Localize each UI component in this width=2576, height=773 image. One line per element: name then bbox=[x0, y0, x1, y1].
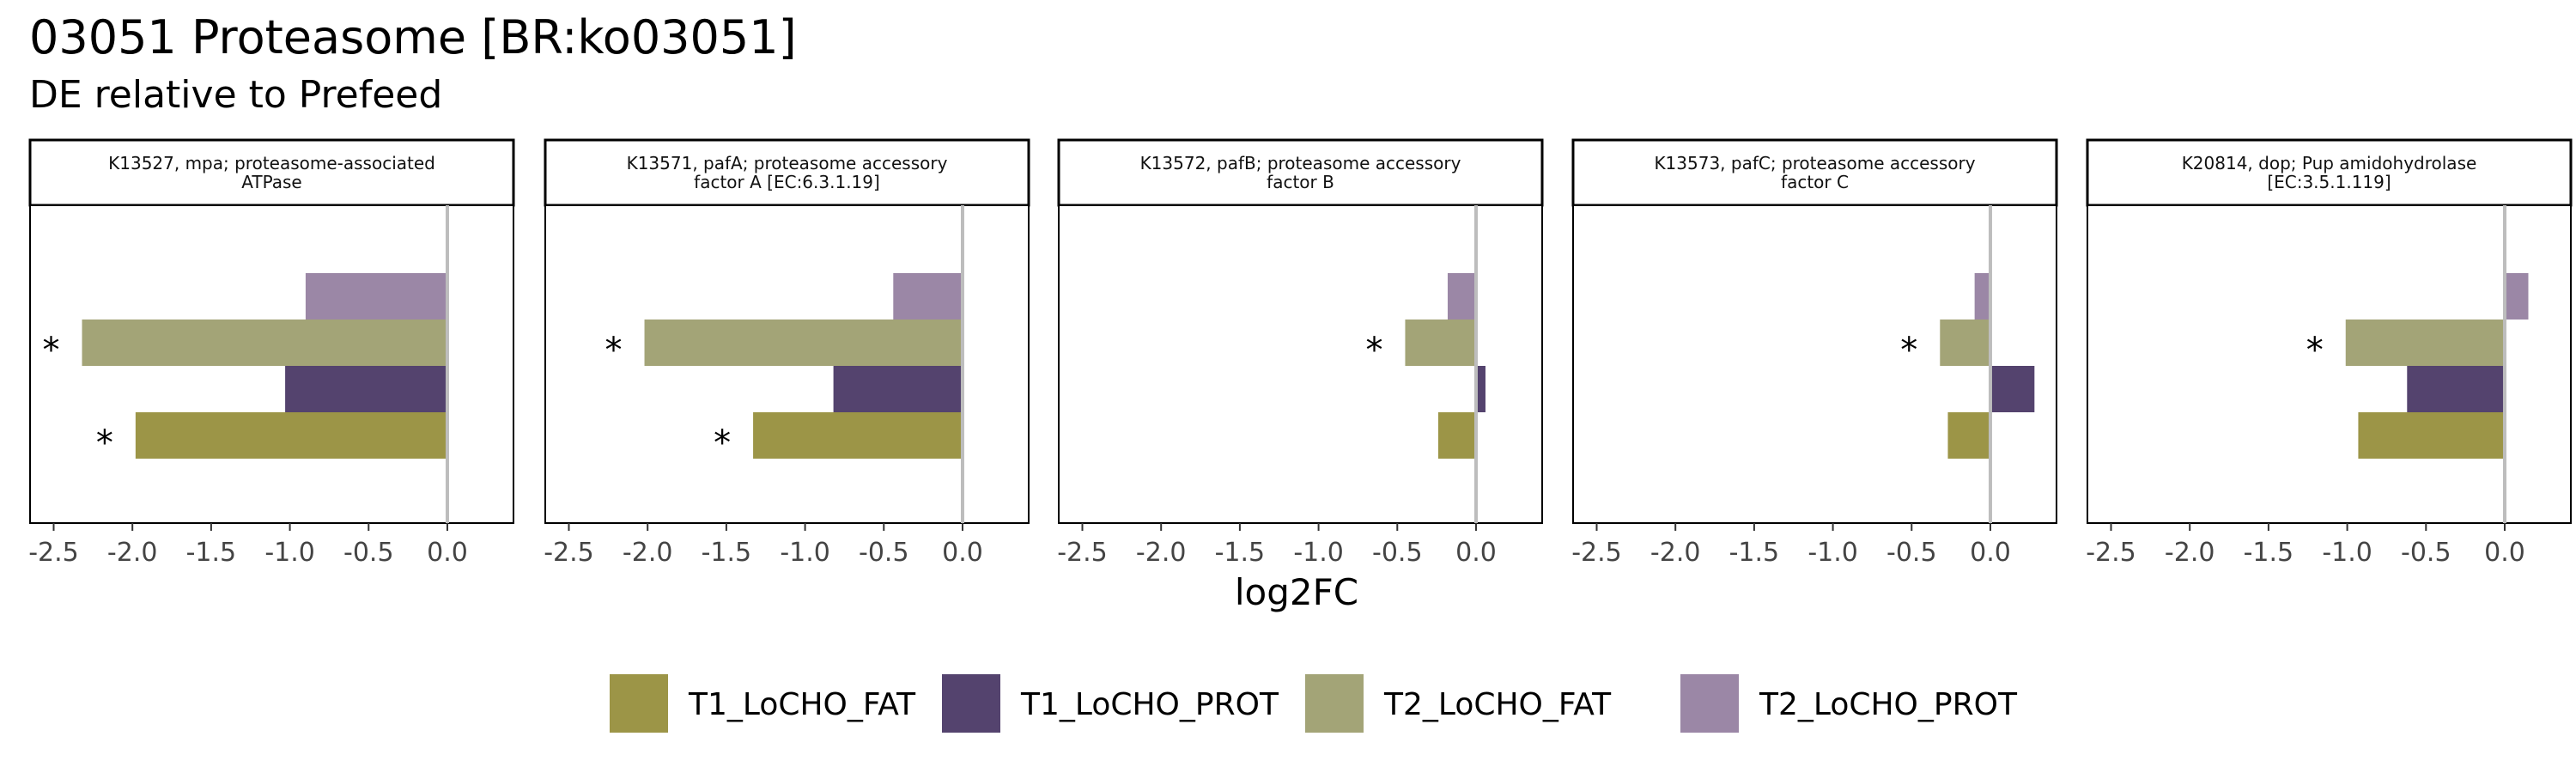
strip-label-line: K13573, pafC; proteasome accessory bbox=[1654, 153, 1975, 173]
legend-item: T2_LoCHO_PROT bbox=[1680, 674, 2018, 733]
legend-label: T1_LoCHO_FAT bbox=[688, 687, 916, 722]
bar bbox=[2345, 320, 2505, 366]
strip-header bbox=[544, 138, 1030, 207]
legend-swatch bbox=[610, 674, 668, 733]
x-tick-label: -1.0 bbox=[2322, 538, 2372, 568]
legend-label: T2_LoCHO_FAT bbox=[1383, 687, 1612, 722]
x-tick-label: 0.0 bbox=[427, 538, 468, 568]
strip-label-line: [EC:3.5.1.119] bbox=[2267, 172, 2391, 192]
x-tick-label: -0.5 bbox=[1372, 538, 1423, 568]
bar bbox=[1940, 320, 1990, 366]
legend: T1_LoCHO_FAT T1_LoCHO_PROT T2_LoCHO_FAT T2_… bbox=[610, 674, 2018, 733]
x-axis-label: log2FC bbox=[1235, 571, 1358, 613]
bar bbox=[135, 412, 447, 459]
legend-swatch bbox=[1305, 674, 1364, 733]
x-tick-label: -1.0 bbox=[264, 538, 315, 568]
x-tick-label: -2.0 bbox=[107, 538, 158, 568]
x-tick-label: -1.0 bbox=[1293, 538, 1344, 568]
bar bbox=[1990, 366, 2035, 412]
strip-header bbox=[1057, 138, 1544, 207]
bar bbox=[1405, 320, 1476, 366]
bar bbox=[893, 273, 963, 320]
legend-swatch bbox=[1680, 674, 1739, 733]
x-tick-label: -2.5 bbox=[544, 538, 594, 568]
x-tick-label: -0.5 bbox=[1886, 538, 1937, 568]
x-tick-label: -2.0 bbox=[2165, 538, 2215, 568]
legend-label: T2_LoCHO_PROT bbox=[1759, 687, 2018, 722]
strip-header bbox=[2086, 138, 2573, 207]
significance-star: * bbox=[714, 423, 731, 463]
strip-label-line: factor A [EC:6.3.1.19] bbox=[694, 172, 880, 192]
legend-item: T1_LoCHO_PROT bbox=[942, 674, 1279, 733]
strip-label-line: K13527, mpa; proteasome-associated bbox=[108, 153, 435, 173]
strip-label-line: factor C bbox=[1781, 172, 1849, 192]
x-tick-label: 0.0 bbox=[2484, 538, 2525, 568]
strip-label-line: K20814, dop; Pup amidohydrolase bbox=[2182, 153, 2477, 173]
x-tick-label: -1.5 bbox=[1215, 538, 1266, 568]
bar bbox=[833, 366, 963, 412]
x-tick-label: -2.0 bbox=[1650, 538, 1701, 568]
x-tick-label: -0.5 bbox=[859, 538, 909, 568]
x-tick-label: -2.5 bbox=[1057, 538, 1108, 568]
significance-star: * bbox=[2306, 331, 2324, 370]
x-tick-label: 0.0 bbox=[942, 538, 983, 568]
strip-label-line: K13572, pafB; proteasome accessory bbox=[1140, 153, 1461, 173]
bar bbox=[305, 273, 447, 320]
bar bbox=[1974, 273, 1990, 320]
bar bbox=[2358, 412, 2505, 459]
x-tick-label: -1.0 bbox=[780, 538, 830, 568]
facet-panel: K13571, pafA; proteasome accessoryfactor… bbox=[544, 138, 1030, 568]
legend-label: T1_LoCHO_PROT bbox=[1020, 687, 1279, 722]
x-tick-label: -0.5 bbox=[343, 538, 394, 568]
legend-item: T1_LoCHO_FAT bbox=[610, 674, 916, 733]
x-tick-label: -1.5 bbox=[1729, 538, 1780, 568]
x-tick-label: 0.0 bbox=[1970, 538, 2011, 568]
x-tick-label: -1.5 bbox=[186, 538, 237, 568]
bar bbox=[753, 412, 963, 459]
x-tick-label: -2.5 bbox=[2086, 538, 2136, 568]
x-tick-label: -2.5 bbox=[1571, 538, 1622, 568]
significance-star: * bbox=[1365, 331, 1382, 370]
strip-label-line: ATPase bbox=[241, 172, 302, 192]
strip-label-line: K13571, pafA; proteasome accessory bbox=[627, 153, 948, 173]
chart-title: 03051 Proteasome [BR:ko03051] bbox=[29, 10, 797, 64]
x-tick-label: -1.0 bbox=[1807, 538, 1858, 568]
facet-panel: K13573, pafC; proteasome accessoryfactor… bbox=[1571, 138, 2058, 568]
significance-star: * bbox=[43, 331, 60, 370]
facet-panel: K20814, dop; Pup amidohydrolase[EC:3.5.1… bbox=[2086, 138, 2573, 568]
bar bbox=[2407, 366, 2505, 412]
x-tick-label: -2.0 bbox=[623, 538, 673, 568]
significance-star: * bbox=[96, 423, 113, 463]
facet-panel: K13572, pafB; proteasome accessoryfactor… bbox=[1057, 138, 1544, 568]
strip-label-line: factor B bbox=[1267, 172, 1334, 192]
x-tick-label: -2.5 bbox=[28, 538, 79, 568]
bar bbox=[1947, 412, 1990, 459]
bar bbox=[1447, 273, 1476, 320]
bar bbox=[1475, 366, 1485, 412]
bar bbox=[82, 320, 447, 366]
significance-star: * bbox=[605, 331, 623, 370]
x-tick-label: -1.5 bbox=[702, 538, 752, 568]
bar bbox=[2504, 273, 2529, 320]
x-tick-label: 0.0 bbox=[1455, 538, 1497, 568]
legend-swatch bbox=[942, 674, 1000, 733]
facet-panels: K13527, mpa; proteasome-associatedATPase… bbox=[28, 138, 2573, 568]
significance-star: * bbox=[1900, 331, 1917, 370]
bar bbox=[285, 366, 447, 412]
bar bbox=[644, 320, 963, 366]
x-tick-label: -2.0 bbox=[1136, 538, 1187, 568]
chart-subtitle: DE relative to Prefeed bbox=[29, 73, 443, 117]
x-tick-label: -0.5 bbox=[2401, 538, 2451, 568]
facet-panel: K13527, mpa; proteasome-associatedATPase… bbox=[28, 138, 515, 568]
x-tick-label: -1.5 bbox=[2244, 538, 2294, 568]
bar bbox=[1437, 412, 1476, 459]
legend-item: T2_LoCHO_FAT bbox=[1305, 674, 1612, 733]
